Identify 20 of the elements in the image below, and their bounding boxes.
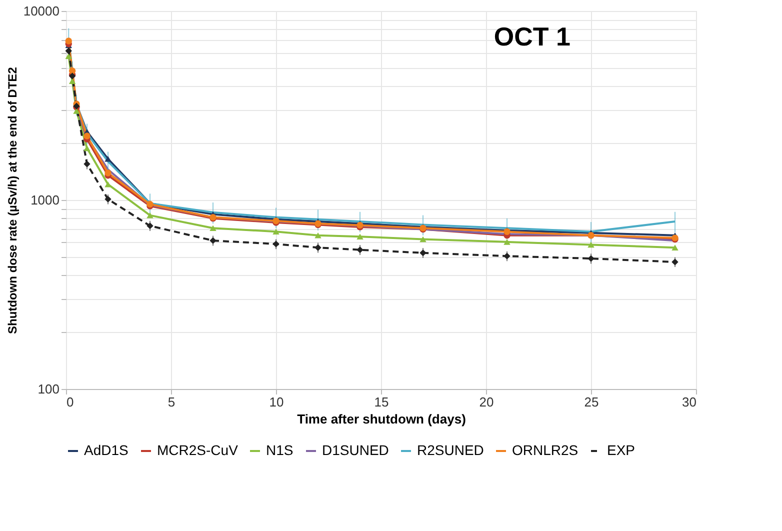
legend-label: ORNLR2S xyxy=(512,442,578,458)
x-tick-label: 15 xyxy=(374,394,389,410)
legend-label: D1SUNED xyxy=(322,442,389,458)
y-tick-label: 100 xyxy=(38,382,60,396)
legend-label: AdD1S xyxy=(84,442,128,458)
y-tick-label: 10000 xyxy=(23,4,60,18)
x-axis-title: Time after shutdown (days) xyxy=(297,412,466,426)
annotation: OCT 1 xyxy=(494,21,570,52)
y-tick-label: 1000 xyxy=(30,192,60,208)
x-tick-label: 10 xyxy=(269,394,284,410)
x-tick-label: 0 xyxy=(66,394,74,410)
legend-label: MCR2S-CuV xyxy=(157,442,239,458)
legend-label: EXP xyxy=(607,442,636,458)
legend-label: R2SUNED xyxy=(417,442,484,458)
y-axis-title: Shutdown dose rate (µSv/h) at the end of DTE2 xyxy=(5,66,20,334)
x-tick-label: 25 xyxy=(584,394,599,410)
x-tick-label: 20 xyxy=(479,394,494,410)
x-tick-label: 30 xyxy=(682,394,696,410)
legend-label: N1S xyxy=(266,442,294,458)
x-tick-label: 5 xyxy=(168,394,176,410)
